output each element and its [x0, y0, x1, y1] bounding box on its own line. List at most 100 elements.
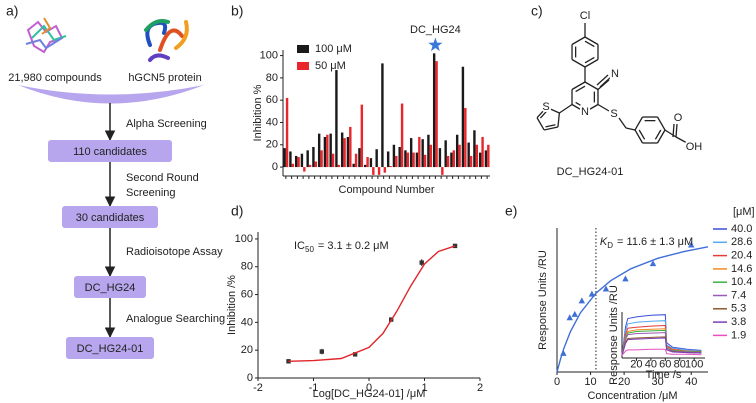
annotation-symbol: IC: [294, 240, 305, 252]
bond: [634, 129, 644, 144]
point: [419, 260, 424, 265]
y-axis-label: Inhibition %: [252, 84, 264, 141]
bar: [349, 126, 352, 168]
point: [571, 310, 578, 317]
fit-curve: [288, 245, 456, 362]
annotation-text: = 11.6 ± 1.3 μM: [617, 236, 693, 248]
bar: [441, 167, 444, 175]
annotation: IC50 = 3.1 ± 0.2 μM: [294, 240, 389, 254]
step-box: [74, 276, 146, 298]
step-label: 110 candidates: [73, 146, 147, 158]
sensorgram: [621, 332, 702, 356]
x-tick-label: 10: [584, 376, 596, 388]
y-tick-label: 100: [260, 49, 278, 61]
x-tick-label: -1: [309, 382, 319, 394]
bond: [584, 58, 599, 68]
y-tick-label: 100: [235, 233, 253, 245]
bar: [412, 152, 415, 168]
y-tick-label: 80: [241, 261, 253, 273]
bar: [340, 132, 344, 168]
bond: [539, 110, 548, 119]
bar: [484, 150, 488, 168]
bar: [369, 158, 373, 168]
bond: [656, 129, 666, 144]
annotation-subscript: D: [607, 241, 613, 250]
atom-label: OH: [686, 141, 703, 153]
bar: [329, 133, 332, 168]
bar: [429, 144, 433, 168]
bond: [638, 129, 646, 140]
y-axis-label: Inhibition /%: [226, 275, 238, 335]
bar: [360, 104, 364, 168]
x-axis-label: Log[DC_HG24-01] /μM: [313, 388, 426, 400]
bar: [303, 167, 306, 172]
y-tick-label: 0: [272, 161, 278, 173]
bar: [427, 134, 430, 168]
legend-label: 5.3: [731, 303, 746, 315]
y-tick-label: 20: [266, 139, 278, 151]
bar: [300, 153, 304, 168]
protein-image: [144, 19, 189, 62]
x-tick-label: -2: [253, 382, 263, 394]
bar: [444, 140, 447, 168]
arrow-label: Alpha Screening: [126, 118, 207, 130]
atom-label: N: [611, 68, 619, 80]
bar: [395, 155, 398, 168]
bond: [656, 116, 666, 131]
x-tick-label: 80: [674, 358, 686, 370]
bar: [409, 138, 413, 168]
panel-label: e): [505, 203, 517, 219]
bar: [455, 134, 459, 168]
point: [352, 352, 358, 357]
x-tick-label: 1: [421, 382, 427, 394]
step-box: [48, 140, 172, 162]
arrow-label: Screening: [126, 187, 176, 199]
bar: [294, 155, 298, 168]
bond: [584, 56, 595, 64]
bond: [596, 74, 609, 86]
bar: [297, 157, 300, 168]
legend-swatch: [297, 62, 309, 70]
bar: [487, 144, 490, 168]
step-box: [66, 337, 154, 359]
bar: [446, 155, 450, 168]
x-tick-label: 100: [685, 358, 703, 370]
legend-swatch: [297, 45, 309, 53]
bar: [386, 151, 390, 168]
y-tick-label: 20: [241, 344, 253, 356]
x-tick-label: 0: [366, 382, 372, 394]
y-tick-label: 40: [266, 116, 278, 128]
point: [602, 285, 610, 292]
bar: [320, 150, 323, 168]
bar: [452, 150, 456, 168]
y-tick-label: 60: [241, 288, 253, 300]
legend-label: 20.4: [731, 250, 752, 262]
x-tick-label: 20: [618, 376, 630, 388]
sensorgram: [621, 348, 702, 356]
panel-label: c): [531, 3, 543, 19]
bond: [664, 129, 677, 138]
bar: [435, 61, 438, 168]
bar: [306, 150, 309, 168]
bar: [289, 151, 292, 168]
x-tick-label: 40: [645, 358, 657, 370]
bar: [326, 134, 329, 168]
atom-label: N: [581, 106, 589, 118]
bond: [536, 106, 547, 119]
bar: [415, 152, 419, 168]
bar: [366, 157, 369, 168]
bar: [478, 152, 482, 168]
arrow-label: Radioisotope Assay: [126, 246, 223, 258]
bond: [546, 106, 560, 114]
legend-label: 28.6: [731, 236, 752, 248]
source-label: hGCN5 protein: [128, 72, 201, 84]
annotation: DC_HG24: [410, 24, 461, 36]
bond: [571, 58, 586, 68]
bond: [584, 40, 595, 48]
x-tick-label: 2: [477, 382, 483, 394]
legend-title: [μM]: [733, 206, 755, 218]
x-axis-label: Compound Number: [339, 184, 435, 196]
legend-label: 40.0: [731, 223, 752, 235]
point: [319, 349, 325, 354]
x-axis-label: Concentration /μM: [587, 390, 677, 402]
